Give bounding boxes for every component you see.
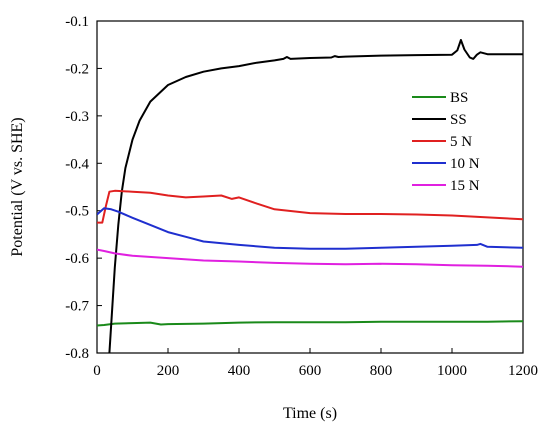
y-tick-label: -0.2 (65, 61, 89, 77)
x-tick-label: 800 (370, 363, 393, 379)
legend-label-10-n: 10 N (450, 156, 480, 172)
series-line-bs (97, 320, 523, 327)
y-tick-label: -0.1 (65, 14, 89, 30)
legend: BS SS 5 N 10 N 15 N (412, 90, 480, 194)
y-tick-label: -0.5 (65, 204, 89, 220)
series-line-10-n (97, 207, 523, 250)
x-tick-label: 0 (93, 363, 101, 379)
legend-label-5-n: 5 N (450, 134, 472, 150)
x-tick-label: 600 (299, 363, 322, 379)
x-tick-label: 200 (157, 363, 180, 379)
x-tick-label: 1200 (508, 363, 538, 379)
legend-label-bs: BS (450, 90, 468, 106)
series-line-15-n (97, 248, 523, 268)
axis-ticks: 0 200 400 600 800 1000 1200 -0.8 -0.7 -0.6 -0.5 -0.… (65, 14, 538, 379)
legend-label-ss: SS (450, 112, 467, 128)
x-tick-label: 1000 (437, 363, 467, 379)
series-line-5-n (97, 189, 523, 224)
y-tick-label: -0.4 (65, 156, 89, 172)
y-tick-label: -0.8 (65, 346, 89, 362)
series-line-ss (108, 39, 523, 353)
y-tick-label: -0.3 (65, 109, 89, 125)
series-lines (97, 39, 523, 353)
legend-label-15-n: 15 N (450, 178, 480, 194)
y-tick-label: -0.6 (65, 251, 89, 267)
x-axis-title: Time (s) (283, 405, 337, 422)
y-axis-title: Potential (V vs. SHE) (9, 117, 26, 256)
x-tick-label: 400 (228, 363, 251, 379)
y-tick-label: -0.7 (65, 299, 89, 315)
